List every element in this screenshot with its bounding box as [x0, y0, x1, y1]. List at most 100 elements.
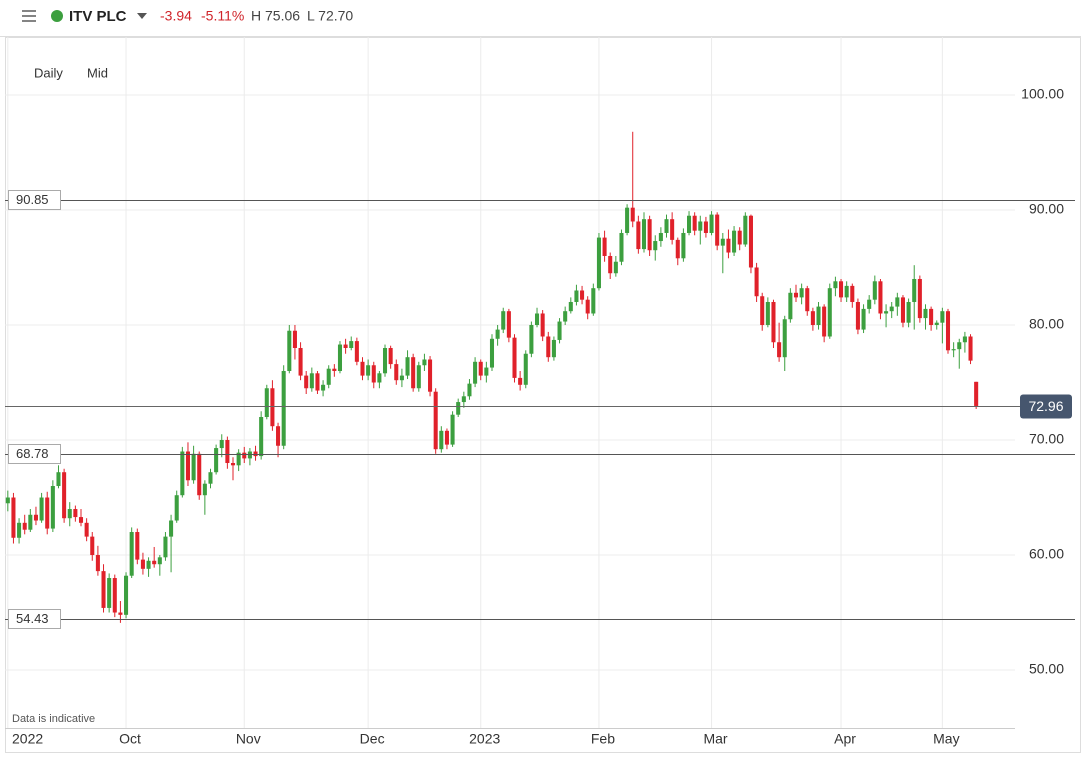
candle-body: [777, 342, 782, 358]
candle-body: [197, 453, 202, 496]
candle-body: [816, 306, 821, 325]
high: H 75.06: [251, 8, 300, 24]
status-dot: [51, 10, 63, 22]
x-tick-label: 2022: [12, 731, 43, 747]
candle-body: [720, 238, 725, 246]
candle-body: [253, 451, 258, 457]
candle-body: [945, 311, 951, 351]
candle-body: [428, 359, 433, 392]
level-label: 54.43: [16, 611, 49, 626]
candle-body: [473, 361, 478, 384]
candle-body: [337, 344, 343, 371]
candle-body: [557, 321, 562, 340]
candle-body: [844, 285, 849, 298]
candle-body: [22, 522, 27, 530]
candle-body: [107, 578, 112, 608]
candle-body: [270, 388, 275, 427]
candle-body: [467, 383, 472, 397]
candle-body: [394, 364, 399, 381]
candle-body: [405, 357, 410, 376]
candle-body: [225, 440, 230, 464]
candle-body: [613, 261, 618, 274]
candle-body: [50, 486, 55, 529]
candle-body: [625, 207, 630, 233]
candle-body: [670, 219, 675, 240]
candle-body: [304, 375, 309, 389]
candle-body: [264, 388, 269, 418]
candle-body: [912, 278, 917, 302]
candle-body: [343, 344, 348, 348]
level-label-box: [8, 190, 61, 210]
candle-body: [839, 281, 844, 298]
x-tick-label: Dec: [360, 731, 385, 747]
candle-body: [411, 357, 416, 389]
candle-body: [67, 509, 72, 519]
candle-body: [563, 311, 568, 322]
last-price-label: 72.96: [1028, 398, 1063, 414]
candle-body: [687, 215, 692, 233]
candle-body: [287, 330, 292, 371]
candle-body: [782, 319, 787, 358]
level-label-box: [8, 609, 61, 629]
candle-body: [484, 367, 489, 376]
candle-body: [929, 308, 934, 325]
candle-body: [923, 308, 928, 319]
dropdown-caret[interactable]: [137, 13, 147, 19]
candle-body: [630, 207, 635, 222]
candle-body: [495, 329, 500, 339]
candle-body: [444, 430, 449, 445]
candle-body: [56, 472, 61, 487]
candle-body: [230, 463, 236, 466]
candle-body: [315, 373, 320, 391]
candle-body: [371, 365, 376, 383]
candle-body: [833, 281, 838, 289]
candle-body: [349, 341, 354, 348]
candle-body: [906, 301, 911, 323]
candle-body: [281, 370, 286, 446]
candle-body: [962, 336, 967, 343]
candle-body: [501, 311, 506, 330]
candle-body: [180, 451, 185, 496]
candle-body: [968, 336, 973, 361]
price-type[interactable]: Mid: [87, 65, 108, 80]
candle-body: [518, 377, 523, 385]
candle-body: [793, 292, 799, 298]
candle-body: [157, 557, 162, 565]
candle-body: [889, 306, 894, 312]
level-label: 90.85: [16, 192, 49, 207]
candle-body: [878, 281, 883, 314]
candle-body: [28, 514, 33, 530]
candle-body: [152, 560, 157, 565]
candle-body: [33, 514, 38, 521]
candle-body: [39, 497, 44, 521]
candle-body: [940, 311, 945, 323]
candle-body: [822, 306, 827, 337]
candle-body: [715, 214, 720, 246]
interval[interactable]: Daily: [34, 65, 63, 80]
candle-body: [760, 296, 765, 325]
candle-body: [259, 417, 264, 457]
candle-body: [73, 509, 78, 518]
symbol[interactable]: ITV PLC: [69, 8, 127, 25]
candle-body: [765, 301, 770, 325]
candle-body: [90, 536, 95, 556]
candle-body: [321, 384, 326, 391]
candle-body: [11, 497, 16, 538]
candle-body: [185, 451, 190, 481]
candle-body: [276, 426, 281, 446]
candle-body: [112, 578, 117, 613]
y-tick-label: 50.00: [1029, 661, 1064, 677]
candle-body: [84, 522, 89, 537]
candle-body: [214, 448, 219, 473]
menu-icon[interactable]: [22, 10, 36, 22]
candle-body: [292, 330, 297, 348]
candle-body: [17, 522, 22, 538]
candle-body: [326, 368, 331, 385]
candle-body: [529, 324, 534, 354]
candle-body: [664, 219, 669, 233]
candle-body: [422, 359, 427, 366]
candle-body: [461, 396, 466, 403]
candle-body: [506, 311, 511, 338]
candle-body: [5, 497, 10, 504]
